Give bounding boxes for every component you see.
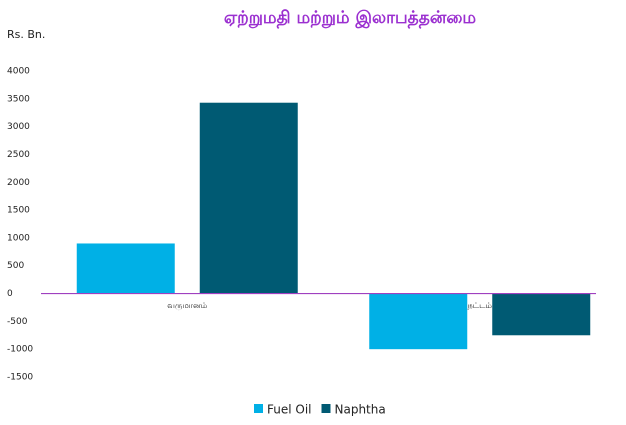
legend-label: Fuel Oil — [267, 403, 312, 417]
y-tick-label: 2500 — [7, 150, 30, 160]
bar — [199, 102, 298, 294]
bar — [76, 243, 175, 294]
y-tick-label: -1500 — [7, 373, 33, 383]
y-tick-label: 3500 — [7, 94, 30, 104]
legend-swatch — [254, 404, 263, 413]
y-tick-label: 500 — [7, 261, 24, 271]
legend-label: Naphtha — [335, 403, 386, 417]
chart-title: ஏற்றுமதி மற்றும் இலாபத்தன்மை — [224, 8, 476, 28]
legend-swatch — [321, 404, 331, 413]
y-axis-label: Rs. Bn. — [7, 28, 45, 41]
y-tick-label: 3000 — [7, 122, 30, 132]
x-tick-label: வருமானம் — [167, 301, 207, 311]
y-tick-label: 1000 — [7, 233, 30, 243]
bar — [492, 293, 591, 336]
y-tick-label: -1000 — [7, 345, 33, 355]
x-tick-label: நட்டம் — [468, 301, 492, 310]
y-tick-label: 4000 — [7, 67, 30, 77]
y-tick-label: -500 — [7, 317, 28, 327]
y-tick-label: 1500 — [7, 206, 30, 216]
bar — [369, 293, 468, 350]
y-tick-label: 0 — [7, 289, 13, 299]
y-tick-label: 2000 — [7, 178, 30, 188]
